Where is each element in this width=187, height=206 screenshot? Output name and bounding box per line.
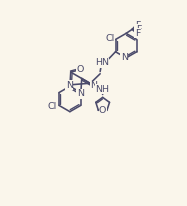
Text: NH: NH (95, 85, 109, 94)
Text: O: O (77, 65, 84, 74)
Text: N: N (66, 81, 73, 90)
Text: Cl: Cl (47, 102, 57, 111)
Text: N: N (77, 89, 84, 98)
Text: N: N (121, 53, 128, 62)
Text: F: F (136, 25, 142, 34)
Text: O: O (99, 106, 106, 115)
Text: F: F (135, 29, 140, 37)
Text: Cl: Cl (105, 34, 115, 43)
Text: HN: HN (95, 59, 109, 67)
Text: N: N (90, 82, 97, 90)
Text: F: F (135, 21, 140, 29)
